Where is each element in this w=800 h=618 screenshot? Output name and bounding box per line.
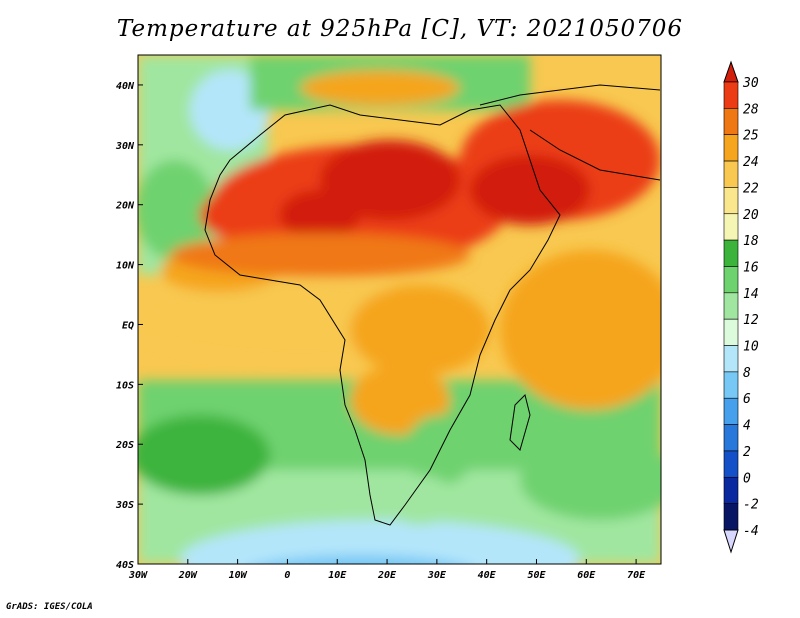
lon-tick-label: 30W [128,570,148,581]
latitude-axis: 40N 30N 20N 10N EQ 10S 20S 30S 40S [115,81,143,571]
colorbar-label: 4 [743,419,751,434]
colorbar-label: 24 [743,155,759,170]
lon-tick-label: 40E [478,570,497,581]
lat-tick-label: 10S [116,380,134,391]
plot-frame [137,54,662,565]
temperature-field [138,55,661,564]
lat-tick-label: 40S [116,560,134,571]
colorbar-top-arrow [723,60,739,83]
colorbar-label: 28 [743,102,759,117]
lon-tick-label: 30E [427,570,447,581]
colorbar-label: 16 [743,260,759,275]
lat-tick-label: 30S [115,500,134,511]
colorbar-label: 30 [742,76,759,91]
lon-tick-label: 10W [229,570,248,581]
lon-tick-label: 20W [178,570,198,581]
colorbar-label: 6 [743,392,751,407]
colorbar-label: 22 [743,181,759,196]
colorbar-box [723,318,739,346]
colorbar-box [723,108,739,136]
lon-tick-label: 70E [627,570,646,581]
colorbar-box [723,503,739,531]
colorbar-box [723,160,739,188]
coastline-outline [204,84,661,526]
lat-tick-label: 20S [115,440,134,451]
colorbar-box [723,239,739,267]
colorbar-label: 14 [743,287,759,302]
lon-tick-label: 50E [527,570,546,581]
colorbar-label: 12 [743,313,759,328]
colorbar-label: 20 [743,208,759,223]
longitude-axis: 30W 20W 10W 0 10E 20E 30E 40E 50E 60E 70E [128,559,646,581]
lon-tick-label: 10E [328,570,347,581]
lat-tick-label: 40N [116,81,135,92]
colorbar-box [723,134,739,162]
lat-tick-label: 30N [115,141,135,152]
colorbar-box [723,213,739,241]
lon-tick-label: 0 [284,570,290,581]
colorbar-box [723,397,739,425]
colorbar-label: -4 [743,524,759,539]
colorbar-box [723,292,739,320]
lon-tick-label: 60E [577,570,596,581]
colorbar-box [723,345,739,373]
colorbar-box [723,371,739,399]
colorbar-box [723,187,739,215]
colorbar-box [723,266,739,294]
colorbar-label: 25 [743,129,759,144]
colorbar-label: 2 [743,445,751,460]
grads-credit: GrADS: IGES/COLA [6,602,93,612]
colorbar-label: 0 [743,471,751,486]
colorbar-label: 10 [743,340,759,355]
lat-tick-label: 10N [116,261,135,272]
colorbar-box [723,81,739,109]
lat-tick-label: 20N [115,201,135,212]
lon-tick-label: 20E [377,570,397,581]
colorbar-label: 18 [743,234,759,249]
colorbar-box [723,476,739,504]
colorbar-label: -2 [743,498,759,513]
colorbar-bottom-arrow [723,529,739,554]
colorbar-label: 8 [743,366,751,381]
lat-tick-label: EQ [122,320,134,331]
colorbar-box [723,424,739,452]
colorbar-box [723,450,739,478]
chart-title: Temperature at 925hPa [C], VT: 202105070… [116,16,684,42]
